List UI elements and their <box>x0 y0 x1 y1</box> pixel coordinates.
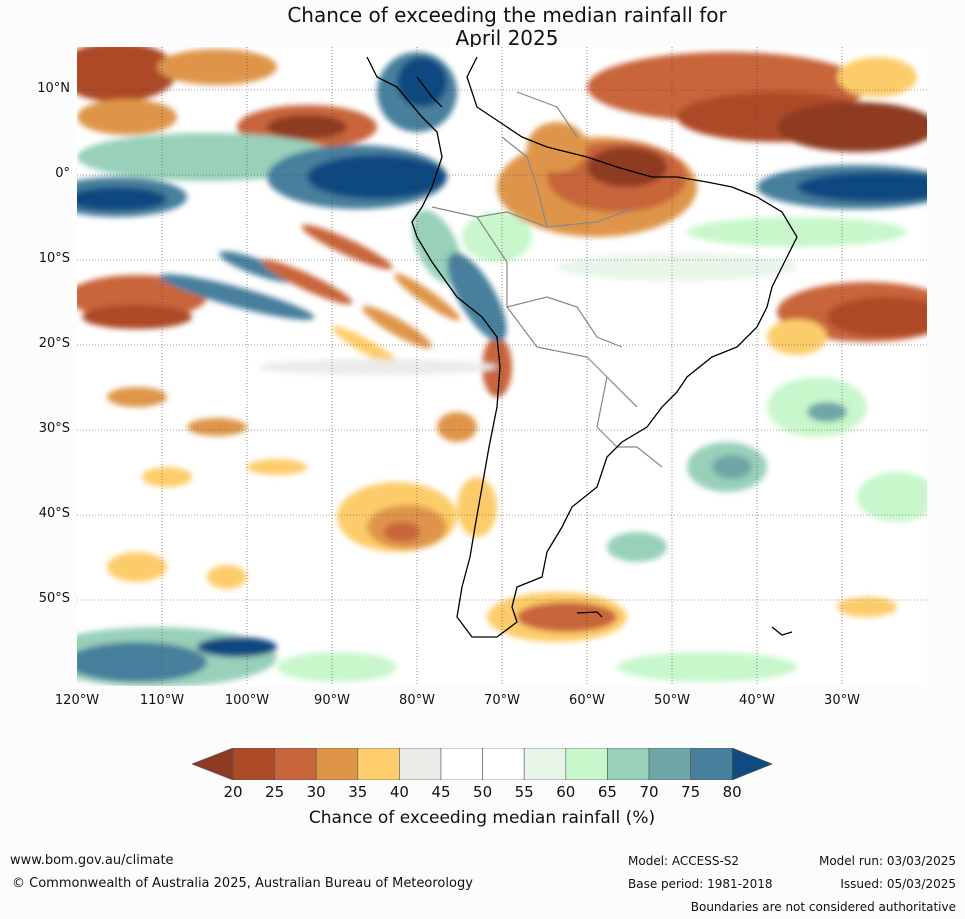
title-line-2: April 2025 <box>455 26 559 50</box>
colorbar-cell <box>274 748 317 780</box>
title-line-1: Chance of exceeding the median rainfall … <box>287 3 727 27</box>
colorbar-cell <box>357 748 400 780</box>
colorbar-cell <box>648 748 691 780</box>
colorbar-cell <box>315 748 359 780</box>
latitude-label: 30°S <box>38 421 70 436</box>
colorbar-tick-label: 45 <box>431 783 451 801</box>
colorbar-max-arrow <box>731 748 774 780</box>
colorbar-cell <box>482 748 525 780</box>
colorbar-cell <box>690 748 733 780</box>
latitude-label: 10°N <box>37 81 70 96</box>
footer-disclaimer: Boundaries are not considered authoritat… <box>690 900 956 914</box>
map-canvas <box>77 47 927 686</box>
colorbar-cell <box>232 748 275 780</box>
longitude-label: 50°W <box>654 693 690 708</box>
footer-model: Model: ACCESS-S2 <box>628 854 740 868</box>
latitude-label: 10°S <box>38 251 70 266</box>
longitude-label: 30°W <box>824 693 860 708</box>
latitude-label: 20°S <box>38 336 70 351</box>
probability-field <box>77 47 927 686</box>
longitude-label: 40°W <box>739 693 775 708</box>
colorbar-cell <box>523 748 567 780</box>
footer-copyright: © Commonwealth of Australia 2025, Austra… <box>12 876 473 891</box>
colorbar-label: Chance of exceeding median rainfall (%) <box>308 808 656 828</box>
colorbar-tick-label: 75 <box>681 783 701 801</box>
longitude-label: 100°W <box>224 693 270 708</box>
footer-base-period: Base period: 1981-2018 <box>628 877 773 891</box>
colorbar-cell <box>565 748 608 780</box>
colorbar-tick-label: 35 <box>348 783 368 801</box>
latitude-label: 40°S <box>38 506 70 521</box>
longitude-label: 60°W <box>569 693 605 708</box>
colorbar-tick-label: 60 <box>556 783 576 801</box>
latitude-label: 50°S <box>38 591 70 606</box>
colorbar-tick-label: 55 <box>514 783 534 801</box>
latitude-label: 0° <box>55 166 70 181</box>
footer-issued: Issued: 05/03/2025 <box>840 877 956 891</box>
footer-url[interactable]: www.bom.gov.au/climate <box>10 853 174 868</box>
longitude-label: 80°W <box>399 693 435 708</box>
footer-model-run: Model run: 03/03/2025 <box>818 854 956 868</box>
country-borders <box>431 91 663 468</box>
colorbar-cell <box>440 748 483 780</box>
longitude-label: 120°W <box>54 693 100 708</box>
graticule <box>77 47 927 686</box>
colorbar-tick-label: 30 <box>306 783 326 801</box>
colorbar-min-arrow <box>192 748 234 780</box>
colorbar <box>192 748 774 780</box>
colorbar-tick-label: 50 <box>473 783 493 801</box>
longitude-label: 70°W <box>484 693 520 708</box>
colorbar-tick-label: 40 <box>389 783 409 801</box>
rainfall-map <box>77 47 927 686</box>
colorbar-tick-label: 20 <box>223 783 243 801</box>
colorbar-cell <box>607 748 650 780</box>
colorbar-tick-label: 70 <box>639 783 659 801</box>
longitude-label: 110°W <box>139 693 185 708</box>
map-title: Chance of exceeding the median rainfall … <box>0 4 965 50</box>
colorbar-tick-label: 25 <box>265 783 285 801</box>
longitude-label: 90°W <box>314 693 350 708</box>
colorbar-tick-label: 80 <box>722 783 742 801</box>
colorbar-cell <box>399 748 442 780</box>
colorbar-tick-label: 65 <box>597 783 617 801</box>
coastline <box>366 56 798 638</box>
